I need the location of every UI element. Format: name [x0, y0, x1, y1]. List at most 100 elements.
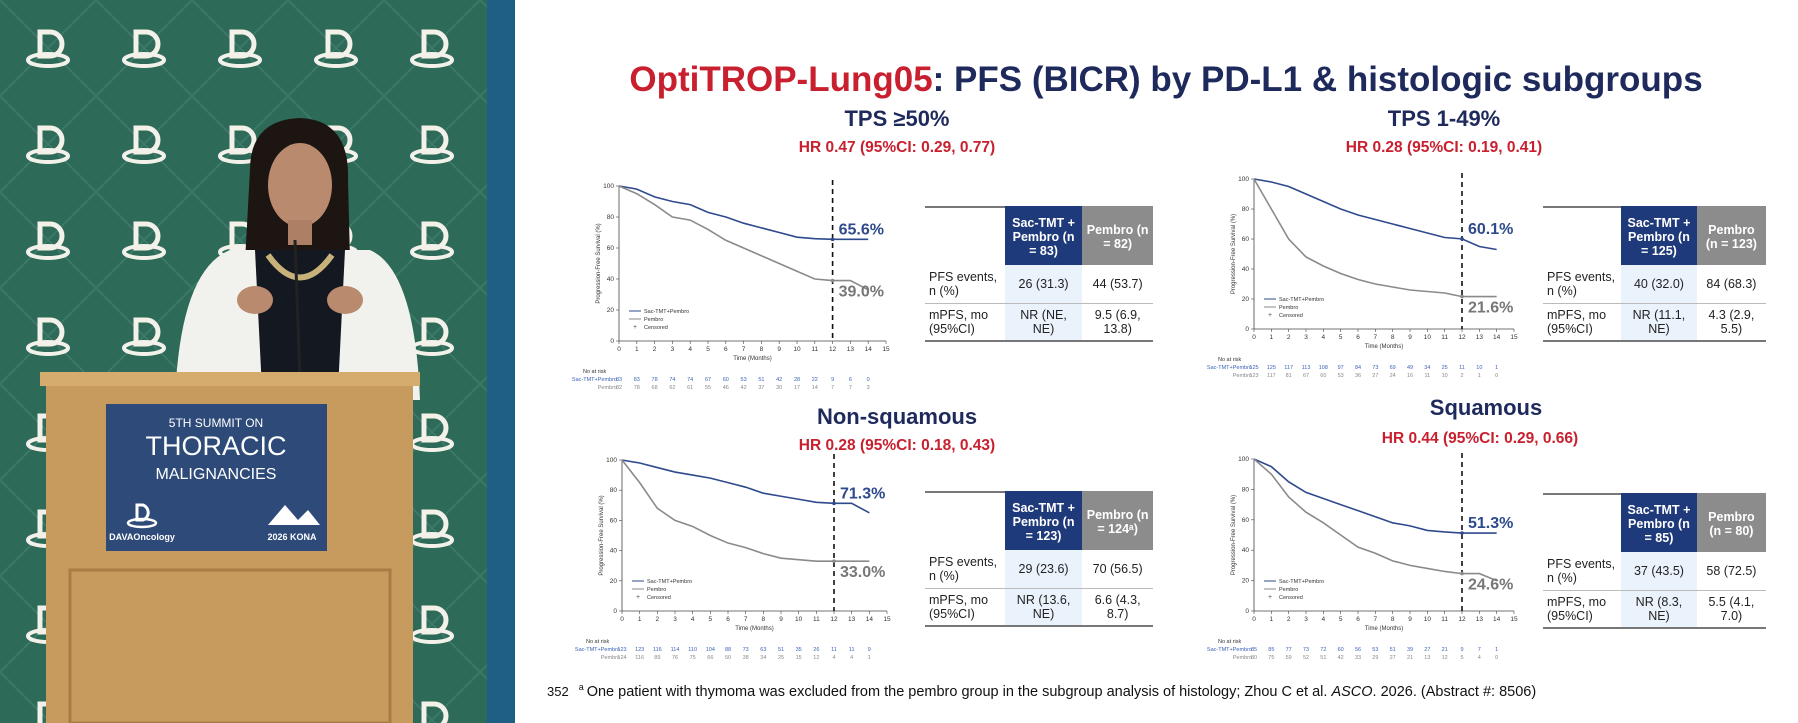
- cell: NR (8.3, NE): [1621, 590, 1697, 629]
- x-tick-label: 12: [1458, 616, 1466, 623]
- legend-censored-mark: +: [1268, 594, 1272, 601]
- x-tick-label: 15: [1510, 334, 1518, 341]
- at-risk-count: 104: [706, 647, 715, 653]
- header-blank: [925, 491, 1005, 550]
- at-risk-group: Sac-TMT+Pembro: [575, 647, 620, 653]
- y-axis-label: Progression-Free Survival (%): [596, 223, 602, 303]
- x-axis-label: Time (Months): [735, 626, 773, 632]
- at-risk-count: 76: [672, 655, 678, 661]
- footnote-text: One patient with thymoma was excluded fr…: [586, 683, 1332, 700]
- at-risk-count: 33: [1355, 655, 1361, 661]
- y-tick-label: 60: [1242, 517, 1250, 524]
- x-tick-label: 14: [865, 346, 873, 353]
- legend-label: Sac-TMT+Pembro: [644, 309, 689, 315]
- panel-title: TPS ≥50%: [844, 106, 949, 131]
- panel-title: Non-squamous: [817, 404, 977, 429]
- x-tick-label: 12: [1458, 334, 1466, 341]
- y-tick-label: 100: [1238, 176, 1249, 183]
- at-risk-count: 68: [652, 385, 658, 391]
- header-row: Sac-TMT + Pembro (n = 123) Pembro (n = 12…: [925, 491, 1153, 550]
- legend-censored-mark: +: [636, 594, 640, 601]
- table-row: PFS events, n (%) 29 (23.6) 70 (56.5): [925, 550, 1153, 589]
- cell: 84 (68.3): [1696, 265, 1766, 304]
- at-risk-count: 9: [868, 647, 871, 653]
- landmark-label: 65.6%: [839, 221, 884, 238]
- footnote-end: . 2026. (Abstract #: 8506): [1372, 683, 1537, 700]
- at-risk-count: 25: [1442, 365, 1448, 371]
- x-tick-label: 2: [1287, 616, 1291, 623]
- at-risk-count: 113: [1302, 365, 1311, 371]
- x-tick-label: 5: [709, 616, 713, 623]
- at-risk-count: 83: [634, 377, 640, 383]
- landmark-point: [1460, 571, 1464, 576]
- x-tick-label: 0: [620, 616, 624, 623]
- y-axis-label: Progression-Free Survival (%): [1231, 495, 1237, 575]
- landmark-label: 33.0%: [840, 564, 885, 581]
- x-tick-label: 15: [883, 616, 891, 623]
- at-risk-count: 4: [1478, 655, 1481, 661]
- x-axis-label: Time (Months): [733, 356, 771, 362]
- x-tick-label: 8: [1391, 334, 1395, 341]
- x-tick-label: 4: [688, 346, 692, 353]
- y-tick-label: 40: [610, 548, 618, 555]
- x-tick-label: 2: [1287, 334, 1291, 341]
- y-tick-label: 40: [607, 276, 615, 283]
- at-risk-count: 97: [1338, 365, 1344, 371]
- header-blank: [1543, 206, 1622, 265]
- at-risk-count: 21: [1442, 647, 1448, 653]
- x-tick-label: 9: [779, 616, 783, 623]
- at-risk-count: 56: [1355, 647, 1361, 653]
- at-risk-count: 66: [707, 655, 713, 661]
- row-label: PFS events, n (%): [925, 265, 1005, 304]
- at-risk-count: 1: [1478, 373, 1481, 379]
- at-risk-count: 62: [669, 385, 675, 391]
- footnote: 352 a One patient with thymoma was exclude…: [547, 682, 1536, 700]
- landmark-label: 21.6%: [1468, 300, 1513, 317]
- at-risk-group: Sac-TMT+Pembro: [1207, 365, 1252, 371]
- at-risk-count: 26: [813, 647, 819, 653]
- at-risk-count: 12: [1442, 655, 1448, 661]
- at-risk-count: 4: [850, 655, 853, 661]
- at-risk-count: 12: [813, 655, 819, 661]
- results-table: Sac-TMT + Pembro (n = 83) Pembro (n = 82)…: [925, 206, 1153, 342]
- at-risk-title: No at risk: [1218, 357, 1241, 363]
- at-risk-count: 50: [725, 655, 731, 661]
- at-risk-count: 6: [849, 377, 852, 383]
- at-risk-count: 7: [831, 385, 834, 391]
- at-risk-count: 21: [1407, 655, 1413, 661]
- x-tick-label: 3: [1304, 334, 1308, 341]
- survival-curve: [618, 185, 869, 241]
- at-risk-count: 75: [1268, 655, 1274, 661]
- header-row: Sac-TMT + Pembro (n = 83) Pembro (n = 82): [925, 206, 1153, 265]
- at-risk-count: 60: [1320, 373, 1326, 379]
- x-tick-label: 10: [1424, 334, 1432, 341]
- y-axis-label: Progression-Free Survival (%): [1231, 214, 1237, 294]
- x-tick-label: 7: [1374, 334, 1378, 341]
- at-risk-count: 9: [831, 377, 834, 383]
- x-tick-label: 11: [811, 346, 818, 353]
- at-risk-count: 53: [1338, 373, 1344, 379]
- at-risk-count: 7: [849, 385, 852, 391]
- x-tick-label: 3: [673, 616, 677, 623]
- legend-label: Sac-TMT+Pembro: [1279, 297, 1324, 303]
- cell: 26 (31.3): [1004, 265, 1083, 304]
- at-risk-title: No at risk: [1218, 639, 1241, 645]
- x-tick-label: 7: [742, 346, 746, 353]
- x-tick-label: 4: [691, 616, 695, 623]
- at-risk-count: 123: [617, 647, 626, 653]
- at-risk-count: 117: [1267, 373, 1276, 379]
- at-risk-count: 1: [1495, 365, 1498, 371]
- at-risk-count: 5: [1460, 655, 1463, 661]
- footnote-journal: ASCO: [1331, 683, 1373, 700]
- at-risk-count: 0: [867, 377, 870, 383]
- y-tick-label: 0: [613, 608, 617, 615]
- at-risk-count: 11: [1459, 365, 1465, 371]
- at-risk-count: 117: [1284, 365, 1293, 371]
- at-risk-count: 29: [1372, 655, 1378, 661]
- at-risk-count: 53: [741, 377, 747, 383]
- x-tick-label: 2: [653, 346, 657, 353]
- at-risk-count: 116: [653, 647, 662, 653]
- y-tick-label: 100: [606, 457, 617, 464]
- at-risk-count: 27: [1372, 373, 1378, 379]
